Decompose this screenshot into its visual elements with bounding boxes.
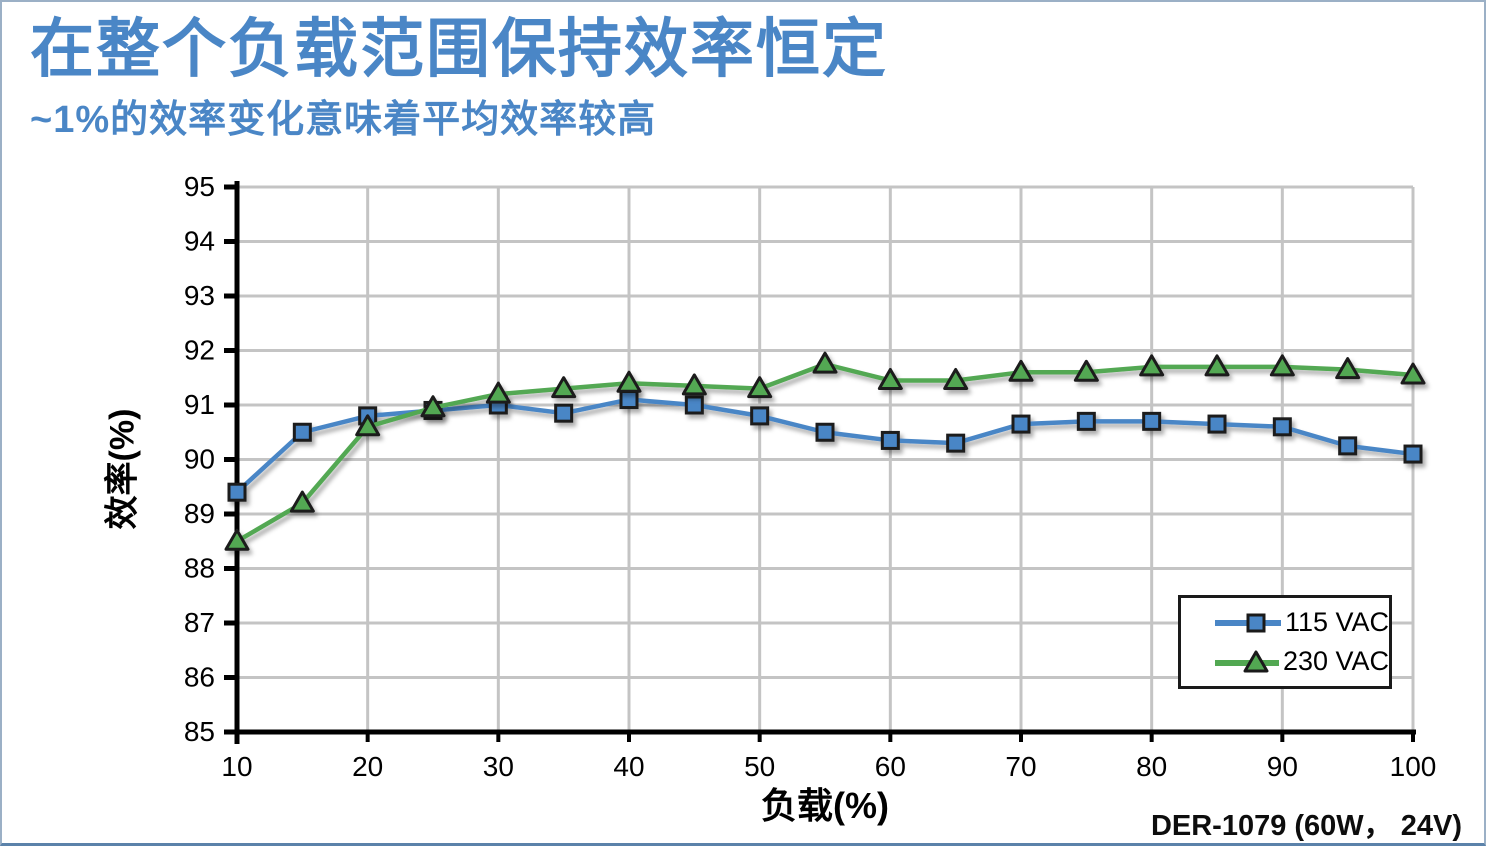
legend-label-115vac: 115 VAC: [1284, 606, 1389, 637]
x-tick-label-40: 40: [613, 751, 644, 782]
x-tick-label-50: 50: [744, 751, 775, 782]
y-tick-label-88: 88: [184, 553, 215, 584]
x-tick-label-60: 60: [875, 751, 906, 782]
x-tick-label-100: 100: [1390, 751, 1437, 782]
y-tick-label-95: 95: [184, 171, 215, 202]
legend-marker-115vac-square-icon: [1215, 613, 1281, 633]
y-tick-label-85: 85: [184, 716, 215, 747]
y-tick-label-89: 89: [184, 498, 215, 529]
legend-item-230vac: 230 VAC: [1211, 646, 1389, 677]
y-axis-title: 效率(%): [103, 408, 142, 530]
series-230vac: [224, 351, 1426, 551]
page-title: 在整个负载范围保持效率恒定: [30, 13, 888, 85]
legend-item-115vac: 115 VAC: [1211, 607, 1389, 638]
y-tick-label-91: 91: [184, 389, 215, 420]
footer-label: DER-1079 (60W， 24V): [1150, 810, 1462, 842]
y-tick-label-90: 90: [184, 444, 215, 475]
tick-labels: 85 86 87 88 89 90 91 92 93 94 95 10 20 30 40 50 60 70 80 90…: [184, 171, 1437, 782]
x-tick-label-90: 90: [1267, 751, 1298, 782]
x-tick-label-80: 80: [1136, 751, 1167, 782]
y-tick-label-94: 94: [184, 226, 215, 257]
x-tick-label-70: 70: [1005, 751, 1036, 782]
legend-label-230vac: 230 VAC: [1282, 646, 1389, 677]
x-axis-title: 负载(%): [761, 785, 889, 826]
x-tick-label-20: 20: [352, 751, 383, 782]
chart-legend: 115 VAC 230 VAC: [1178, 595, 1392, 689]
legend-marker-230vac-triangle-icon: [1215, 650, 1279, 673]
y-tick-label-92: 92: [184, 335, 215, 366]
x-tick-label-30: 30: [483, 751, 514, 782]
y-tick-label-87: 87: [184, 607, 215, 638]
x-tick-label-10: 10: [221, 751, 252, 782]
y-tick-label-86: 86: [184, 662, 215, 693]
y-tick-label-93: 93: [184, 280, 215, 311]
series-115vac: [227, 390, 1423, 502]
page-subtitle: ~1%的效率变化意味着平均效率较高: [30, 99, 657, 141]
